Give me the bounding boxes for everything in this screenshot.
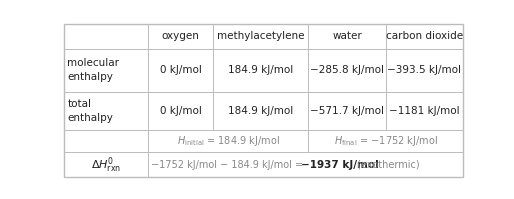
Text: −393.5 kJ/mol: −393.5 kJ/mol — [387, 65, 461, 75]
Text: 0 kJ/mol: 0 kJ/mol — [159, 65, 201, 75]
Text: total
enthalpy: total enthalpy — [67, 99, 113, 123]
Text: molecular
enthalpy: molecular enthalpy — [67, 58, 119, 82]
Text: methylacetylene: methylacetylene — [217, 31, 304, 41]
Text: −1181 kJ/mol: −1181 kJ/mol — [389, 106, 460, 116]
Text: 0 kJ/mol: 0 kJ/mol — [159, 106, 201, 116]
Text: water: water — [332, 31, 362, 41]
Text: −285.8 kJ/mol: −285.8 kJ/mol — [310, 65, 384, 75]
Text: carbon dioxide: carbon dioxide — [386, 31, 463, 41]
Text: −1937 kJ/mol: −1937 kJ/mol — [301, 160, 378, 170]
Text: −571.7 kJ/mol: −571.7 kJ/mol — [310, 106, 384, 116]
Text: 184.9 kJ/mol: 184.9 kJ/mol — [228, 106, 293, 116]
Text: $H_{\mathrm{final}}$ = −1752 kJ/mol: $H_{\mathrm{final}}$ = −1752 kJ/mol — [334, 134, 437, 148]
Text: 184.9 kJ/mol: 184.9 kJ/mol — [228, 65, 293, 75]
Text: $\Delta H^{0}_{\mathrm{rxn}}$: $\Delta H^{0}_{\mathrm{rxn}}$ — [91, 155, 121, 175]
Text: (exothermic): (exothermic) — [354, 160, 420, 170]
Text: −1752 kJ/mol − 184.9 kJ/mol =: −1752 kJ/mol − 184.9 kJ/mol = — [151, 160, 306, 170]
Text: $H_{\mathrm{initial}}$ = 184.9 kJ/mol: $H_{\mathrm{initial}}$ = 184.9 kJ/mol — [177, 134, 280, 148]
Text: oxygen: oxygen — [161, 31, 199, 41]
